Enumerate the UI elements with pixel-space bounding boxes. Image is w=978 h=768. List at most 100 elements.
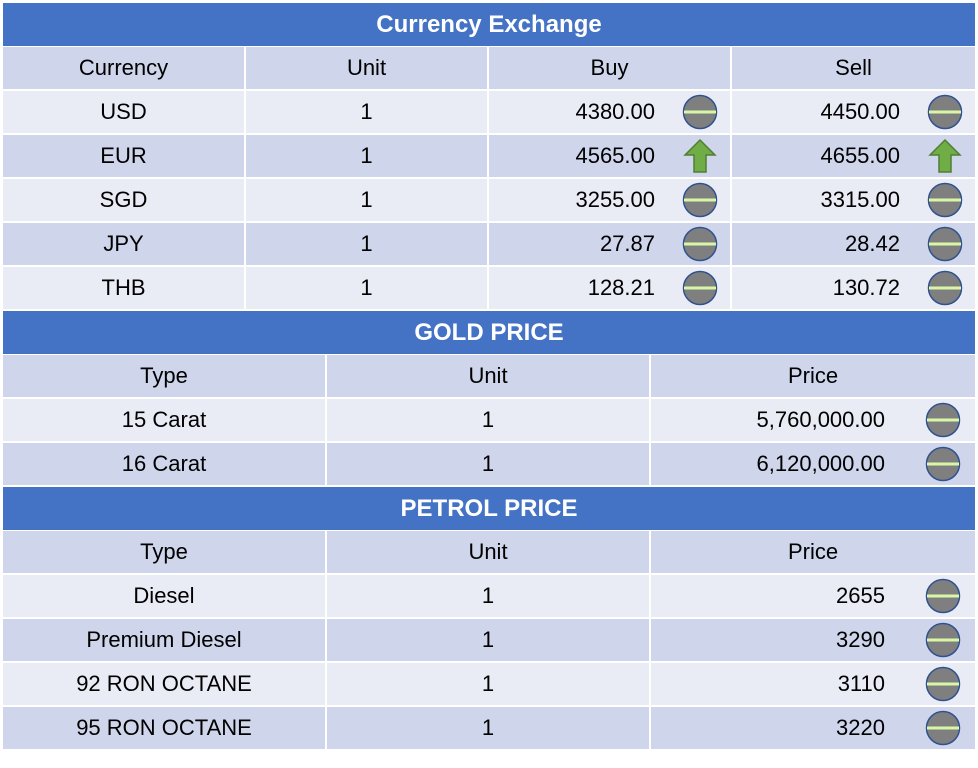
currency-code: EUR (3, 135, 246, 177)
sell-rate: 4655.00 (732, 135, 975, 177)
currency-row: THB 1 128.21 130.72 (3, 267, 975, 311)
petrol-price-title: PETROL PRICE (3, 487, 975, 531)
gold-header-row: Type Unit Price (3, 355, 975, 399)
col-header-unit: Unit (327, 531, 651, 573)
buy-rate-value: 3255.00 (575, 187, 655, 212)
no-change-icon (925, 622, 961, 658)
item-price: 3220 (651, 707, 975, 749)
no-change-icon (682, 94, 718, 130)
gold-row: 15 Carat 1 5,760,000.00 (3, 399, 975, 443)
currency-row: JPY 1 27.87 28.42 (3, 223, 975, 267)
no-change-icon (927, 270, 963, 306)
item-price: 5,760,000.00 (651, 399, 975, 441)
col-header-buy: Buy (489, 47, 732, 89)
sell-rate-value: 28.42 (844, 231, 900, 256)
buy-rate-value: 4565.00 (575, 143, 655, 168)
sell-rate: 3315.00 (732, 179, 975, 221)
item-price-value: 6,120,000.00 (756, 451, 885, 476)
sell-rate-value: 4450.00 (820, 99, 900, 124)
buy-rate: 128.21 (489, 267, 732, 309)
currency-code: JPY (3, 223, 246, 265)
item-price-value: 3290 (836, 627, 885, 652)
sell-rate: 4450.00 (732, 91, 975, 133)
sell-rate: 130.72 (732, 267, 975, 309)
buy-rate-value: 128.21 (587, 275, 655, 300)
currency-table-body: USD 1 4380.00 4450.00 EUR 1 4565.00 4655.00 SGD 1… (3, 91, 975, 311)
item-unit: 1 (327, 575, 651, 617)
item-unit: 1 (327, 619, 651, 661)
buy-rate-value: 4380.00 (575, 99, 655, 124)
buy-rate: 4565.00 (489, 135, 732, 177)
col-header-type: Type (3, 531, 327, 573)
item-type: 92 RON OCTANE (3, 663, 327, 705)
currency-code: SGD (3, 179, 246, 221)
item-unit: 1 (327, 399, 651, 441)
col-header-price: Price (787, 363, 839, 388)
petrol-header-row: Type Unit Price (3, 531, 975, 575)
item-price-value: 2655 (836, 583, 885, 608)
sell-rate: 28.42 (732, 223, 975, 265)
sell-rate-value: 3315.00 (820, 187, 900, 212)
no-change-icon (927, 226, 963, 262)
sell-rate-value: 130.72 (832, 275, 900, 300)
currency-code: USD (3, 91, 246, 133)
currency-row: USD 1 4380.00 4450.00 (3, 91, 975, 135)
no-change-icon (925, 666, 961, 702)
no-change-icon (682, 270, 718, 306)
no-change-icon (927, 94, 963, 130)
currency-header-row: Currency Unit Buy Sell (3, 47, 975, 91)
item-unit: 1 (327, 663, 651, 705)
buy-rate-value: 27.87 (599, 231, 655, 256)
currency-unit: 1 (246, 179, 489, 221)
item-type: 95 RON OCTANE (3, 707, 327, 749)
no-change-icon (682, 226, 718, 262)
gold-price-title: GOLD PRICE (3, 311, 975, 355)
currency-row: EUR 1 4565.00 4655.00 (3, 135, 975, 179)
currency-unit: 1 (246, 135, 489, 177)
sell-rate-value: 4655.00 (820, 143, 900, 168)
item-price-value: 5,760,000.00 (756, 407, 885, 432)
no-change-icon (682, 182, 718, 218)
currency-unit: 1 (246, 91, 489, 133)
petrol-row: 92 RON OCTANE 1 3110 (3, 663, 975, 707)
item-price-value: 3220 (836, 715, 885, 740)
item-type: Premium Diesel (3, 619, 327, 661)
col-header-type: Type (3, 355, 327, 397)
item-price: 2655 (651, 575, 975, 617)
item-type: 16 Carat (3, 443, 327, 485)
currency-unit: 1 (246, 267, 489, 309)
currency-code: THB (3, 267, 246, 309)
petrol-table-body: Diesel 1 2655 Premium Diesel 1 3290 92 RON OCT… (3, 575, 975, 751)
petrol-row: Diesel 1 2655 (3, 575, 975, 619)
item-price-value: 3110 (837, 671, 885, 696)
currency-exchange-title: Currency Exchange (3, 3, 975, 47)
col-header-sell: Sell (835, 55, 872, 80)
col-header-unit: Unit (327, 355, 651, 397)
item-unit: 1 (327, 707, 651, 749)
no-change-icon (925, 710, 961, 746)
col-header-price: Price (787, 539, 839, 564)
item-price: 6,120,000.00 (651, 443, 975, 485)
col-header-currency: Currency (3, 47, 246, 89)
item-unit: 1 (327, 443, 651, 485)
item-type: Diesel (3, 575, 327, 617)
currency-row: SGD 1 3255.00 3315.00 (3, 179, 975, 223)
item-price: 3110 (651, 663, 975, 705)
buy-rate: 27.87 (489, 223, 732, 265)
gold-row: 16 Carat 1 6,120,000.00 (3, 443, 975, 487)
buy-rate: 4380.00 (489, 91, 732, 133)
petrol-row: 95 RON OCTANE 1 3220 (3, 707, 975, 751)
buy-rate: 3255.00 (489, 179, 732, 221)
petrol-row: Premium Diesel 1 3290 (3, 619, 975, 663)
up-arrow-icon (928, 138, 962, 173)
no-change-icon (925, 446, 961, 482)
currency-unit: 1 (246, 223, 489, 265)
col-header-unit: Unit (246, 47, 489, 89)
no-change-icon (927, 182, 963, 218)
no-change-icon (925, 402, 961, 438)
gold-table-body: 15 Carat 1 5,760,000.00 16 Carat 1 6,120,000.… (3, 399, 975, 487)
up-arrow-icon (683, 138, 717, 173)
price-board: Currency Exchange Currency Unit Buy Sell… (3, 3, 975, 751)
item-type: 15 Carat (3, 399, 327, 441)
no-change-icon (925, 578, 961, 614)
